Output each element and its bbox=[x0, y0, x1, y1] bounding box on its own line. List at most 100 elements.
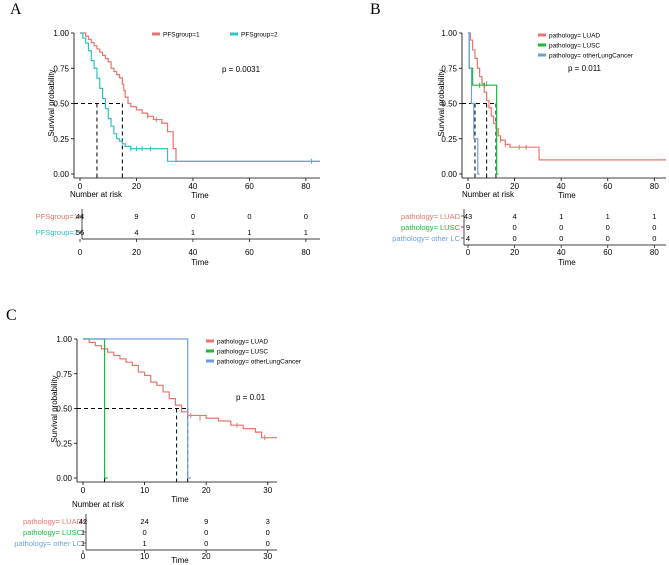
y-tick-label: 1.00 bbox=[53, 29, 69, 38]
risk-count: 1 bbox=[652, 212, 656, 221]
risk-count: 0 bbox=[143, 528, 147, 537]
survival-curve-3 bbox=[468, 32, 480, 175]
risk-count: 9 bbox=[134, 212, 138, 221]
y-axis-label: Survival probability bbox=[47, 69, 56, 136]
risk-count: 0 bbox=[606, 234, 610, 243]
y-tick-label: 0.75 bbox=[441, 64, 457, 73]
x-tick-label: 0 bbox=[81, 486, 86, 495]
y-axis-label: Survival probability bbox=[437, 69, 446, 136]
y-tick-label: 0.75 bbox=[53, 64, 69, 73]
y-tick-label: 0.50 bbox=[56, 405, 72, 414]
risk-x-tick-label: 80 bbox=[301, 248, 310, 257]
y-tick-label: 0.00 bbox=[56, 474, 72, 483]
risk-count: 1 bbox=[247, 228, 251, 237]
y-tick-label: 0.50 bbox=[441, 100, 457, 109]
risk-x-axis-label: Time bbox=[171, 556, 189, 565]
panel-c: C0.000.250.500.751.000 10 20 30TimeSurvival… bbox=[6, 307, 302, 565]
risk-x-tick-label: 60 bbox=[245, 248, 254, 257]
y-tick-label: 0.25 bbox=[441, 135, 457, 144]
y-tick-label: 0.25 bbox=[56, 439, 72, 448]
x-tick-label: 0 bbox=[466, 182, 471, 191]
risk-count: 0 bbox=[559, 234, 563, 243]
risk-count: 0 bbox=[304, 212, 308, 221]
y-tick-label: 0.25 bbox=[53, 135, 69, 144]
panel-b: B0.000.250.500.751.000 20 40 60 80TimeSurviv… bbox=[370, 1, 666, 267]
survival-curve-1 bbox=[80, 32, 320, 162]
risk-count: 0 bbox=[204, 528, 208, 537]
risk-count: 3 bbox=[266, 517, 270, 526]
risk-count: 0 bbox=[652, 234, 656, 243]
risk-count: 1 bbox=[559, 212, 563, 221]
risk-table: Number at risk pathology= LUAD 43 4 1 1 1 patho… bbox=[392, 190, 666, 267]
risk-x-tick-label: 40 bbox=[557, 248, 566, 257]
risk-row-label: pathology= other LC bbox=[14, 539, 82, 548]
x-tick-label: 0 bbox=[78, 182, 83, 191]
x-axis-label: Time bbox=[171, 495, 189, 504]
y-tick-label: 0.00 bbox=[53, 170, 69, 179]
risk-row-label: PFSgroup=1 bbox=[36, 212, 78, 221]
risk-count: 1 bbox=[143, 539, 147, 548]
risk-x-tick-label: 30 bbox=[263, 552, 272, 561]
panel-letter: C bbox=[6, 307, 17, 324]
panel-a: A0.000.250.500.751.000 20 40 60 80TimeSurviv… bbox=[10, 1, 320, 267]
risk-count: 0 bbox=[266, 528, 270, 537]
survival-curve-3 bbox=[83, 338, 191, 479]
survival-curve-1 bbox=[83, 338, 277, 439]
risk-row-label: pathology= LUSC bbox=[401, 223, 461, 232]
risk-count: 0 bbox=[559, 223, 563, 232]
x-axis-label: Time bbox=[558, 191, 576, 200]
risk-x-tick-label: 0 bbox=[81, 552, 86, 561]
risk-row-label: pathology= LUSC bbox=[23, 528, 83, 537]
risk-x-axis-label: Time bbox=[191, 258, 209, 267]
x-axis-label: Time bbox=[191, 191, 209, 200]
risk-count: 56 bbox=[76, 228, 84, 237]
risk-count: 0 bbox=[191, 212, 195, 221]
risk-x-tick-label: 60 bbox=[603, 248, 612, 257]
panel-letter: A bbox=[10, 1, 22, 18]
risk-count: 0 bbox=[247, 212, 251, 221]
risk-table: Number at risk PFSgroup=144 9 0 0 0 PFSgroup=2… bbox=[36, 190, 320, 267]
risk-count: 4 bbox=[134, 228, 138, 237]
legend-label: pathology= otherLungCancer bbox=[549, 53, 634, 60]
x-tick-label: 60 bbox=[245, 182, 254, 191]
risk-x-tick-label: 20 bbox=[132, 248, 141, 257]
risk-count: 43 bbox=[464, 212, 472, 221]
risk-count: 1 bbox=[81, 539, 85, 548]
risk-row-label: pathology= other LC bbox=[392, 234, 460, 243]
x-tick-label: 20 bbox=[510, 182, 519, 191]
x-tick-label: 80 bbox=[301, 182, 310, 191]
x-tick-label: 60 bbox=[603, 182, 612, 191]
risk-row-label: pathology= LUAD bbox=[401, 212, 461, 221]
risk-count: 9 bbox=[204, 517, 208, 526]
panel-letter: B bbox=[370, 1, 381, 18]
x-tick-label: 40 bbox=[188, 182, 197, 191]
risk-count: 1 bbox=[304, 228, 308, 237]
risk-x-tick-label: 80 bbox=[650, 248, 659, 257]
risk-count: 4 bbox=[466, 234, 470, 243]
legend-label: pathology= LUAD bbox=[549, 33, 600, 40]
risk-x-tick-label: 0 bbox=[466, 248, 471, 257]
risk-count: 4 bbox=[513, 212, 517, 221]
risk-count: 9 bbox=[466, 223, 470, 232]
x-tick-label: 40 bbox=[557, 182, 566, 191]
p-value: p = 0.0031 bbox=[222, 65, 261, 74]
y-tick-label: 0.50 bbox=[53, 100, 69, 109]
p-value: p = 0.011 bbox=[568, 64, 602, 73]
risk-count: 0 bbox=[266, 539, 270, 548]
y-tick-label: 1.00 bbox=[441, 29, 457, 38]
legend-label: PFSgroup=2 bbox=[241, 32, 278, 39]
y-axis-label: Survival probability bbox=[50, 375, 59, 442]
risk-x-tick-label: 10 bbox=[140, 552, 149, 561]
risk-count: 0 bbox=[606, 223, 610, 232]
x-tick-label: 10 bbox=[140, 486, 149, 495]
x-tick-label: 80 bbox=[650, 182, 659, 191]
legend-label: pathology= LUSC bbox=[549, 43, 600, 50]
legend-label: pathology= LUAD bbox=[217, 339, 268, 346]
p-value: p = 0.01 bbox=[236, 393, 266, 402]
risk-x-axis-label: Time bbox=[558, 258, 576, 267]
risk-x-tick-label: 0 bbox=[78, 248, 83, 257]
risk-count: 1 bbox=[81, 528, 85, 537]
risk-count: 1 bbox=[606, 212, 610, 221]
legend-label: pathology= otherLungCancer bbox=[217, 359, 302, 366]
